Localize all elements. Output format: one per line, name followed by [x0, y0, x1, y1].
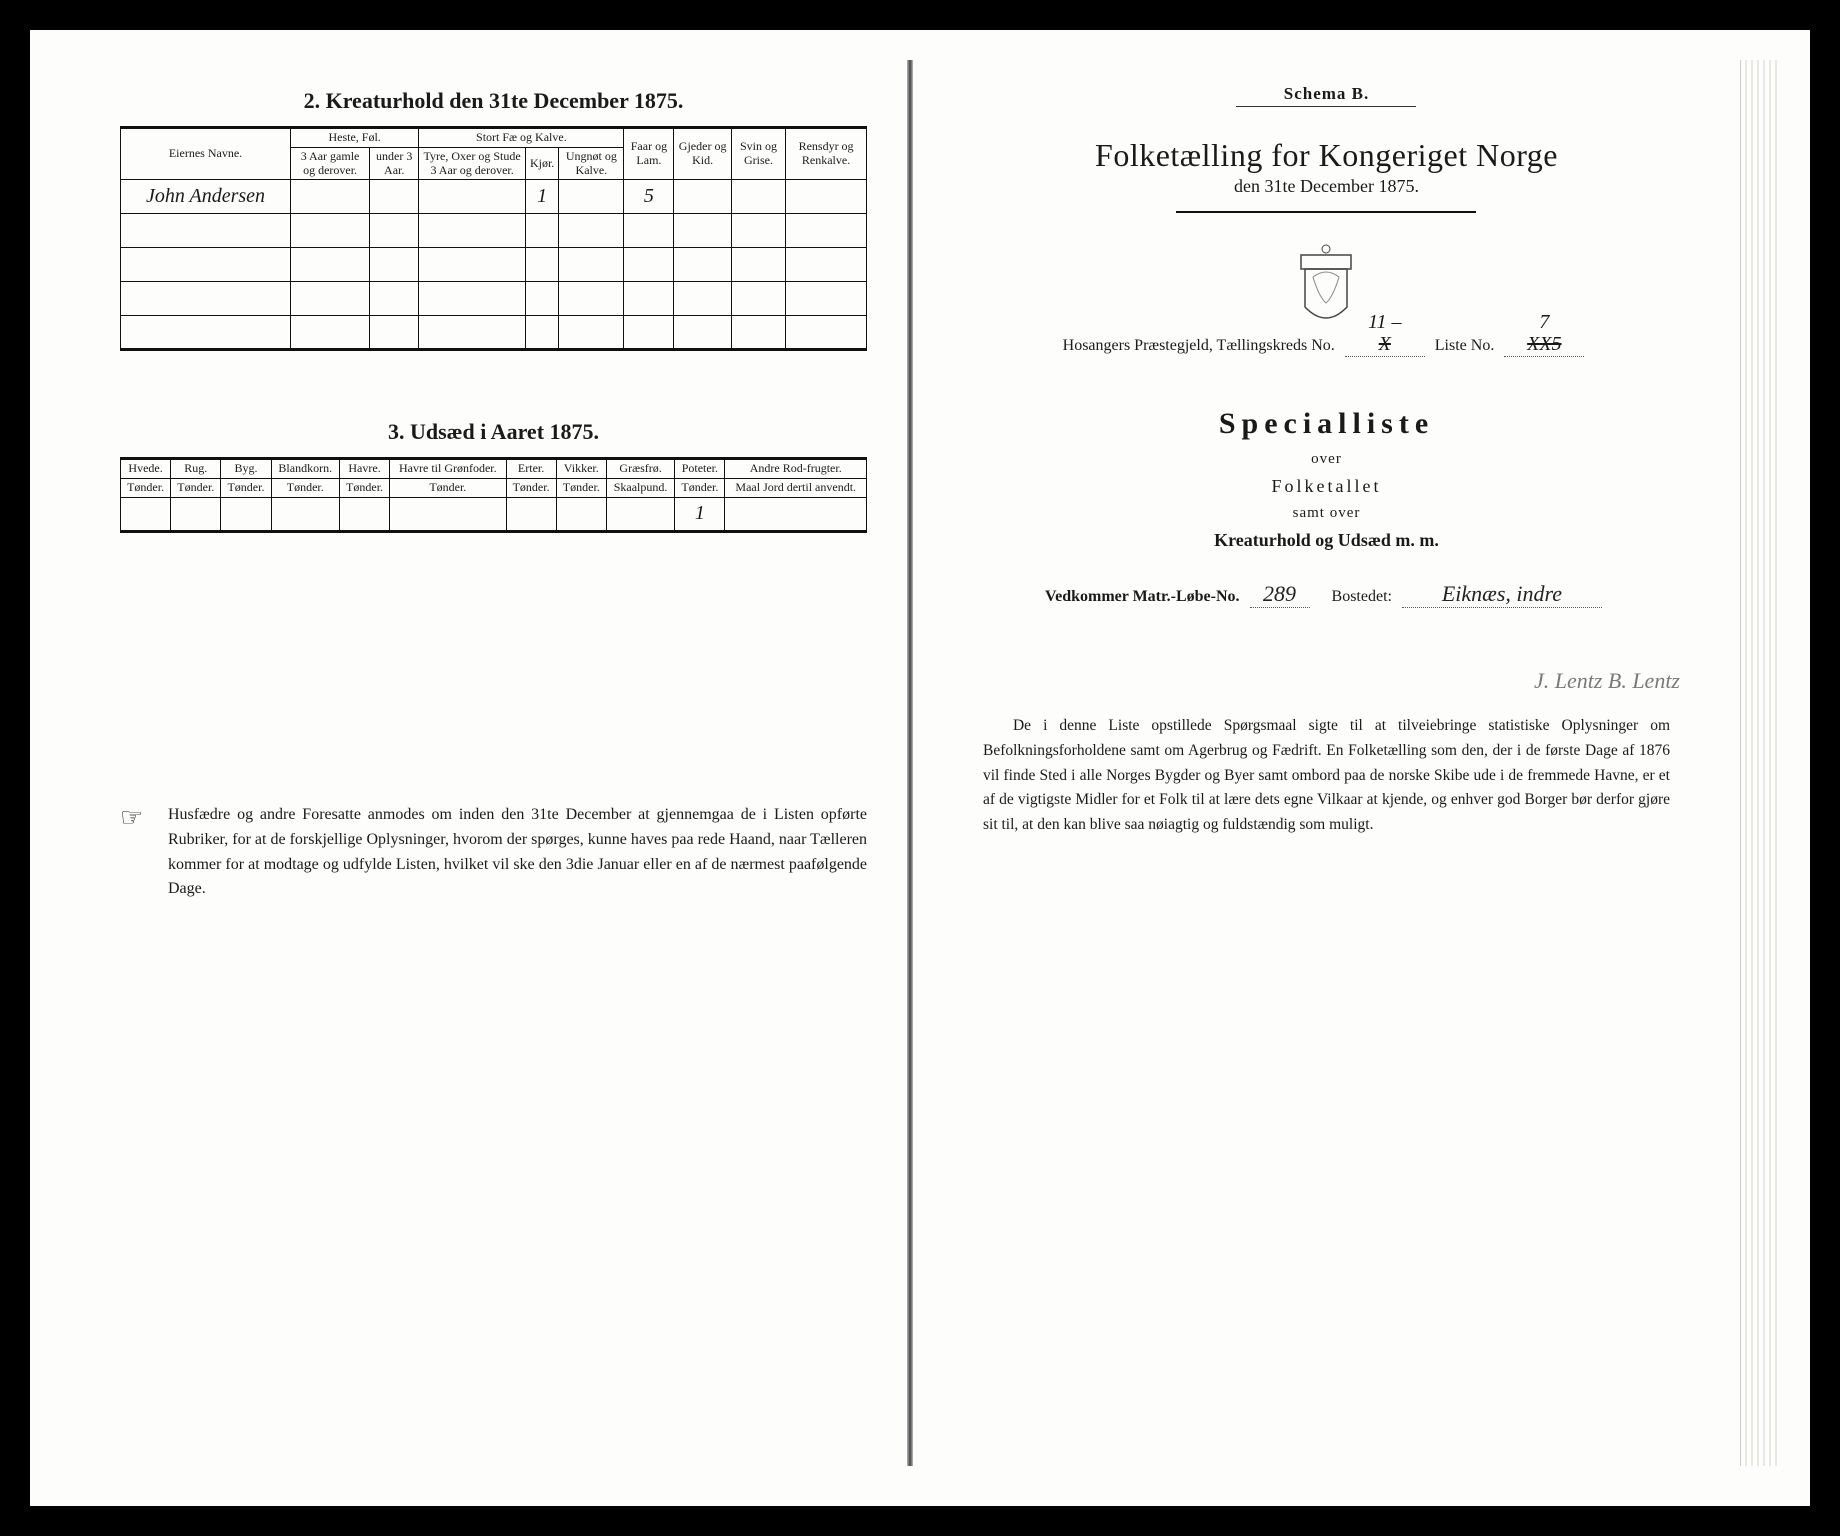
matr-label-a: Vedkommer Matr.-Løbe-No.: [1045, 588, 1240, 605]
specialliste-title: Specialliste: [953, 407, 1700, 441]
col-rug: Rug.: [171, 459, 221, 479]
unit-graes: Skaalpund.: [606, 479, 674, 498]
matr-label-b: Bostedet:: [1332, 588, 1392, 605]
col-erter: Erter.: [506, 459, 556, 479]
col-havre: Havre.: [339, 459, 389, 479]
right-body-note: De i denne Liste opstillede Spørgsmaal s…: [953, 714, 1700, 838]
liste-over: 7: [1504, 311, 1584, 334]
unit: Tønder.: [675, 479, 725, 498]
left-page: 2. Kreaturhold den 31te December 1875. E…: [80, 60, 907, 1466]
left-footnote: ☞ Husfædre og andre Foresatte anmodes om…: [120, 803, 867, 902]
col-faar: Faar og Lam.: [624, 128, 674, 180]
signature: J. Lentz B. Lentz: [953, 668, 1680, 694]
col-graes: Græsfrø.: [606, 459, 674, 479]
unit: Tønder.: [171, 479, 221, 498]
census-subtitle: den 31te December 1875.: [953, 176, 1700, 197]
col-potet: Poteter.: [675, 459, 725, 479]
spec-folketallet: Folketallet: [953, 476, 1700, 497]
col-owner: Eiernes Navne.: [121, 128, 291, 180]
kreds-over: 11 –: [1345, 311, 1425, 334]
col-svin: Svin og Grise.: [731, 128, 785, 180]
col-fae-c: Ungnøt og Kalve.: [559, 147, 624, 180]
table-row: John Andersen 1 5: [121, 180, 867, 214]
section2-title: 2. Kreaturhold den 31te December 1875.: [120, 88, 867, 114]
col-heste-a: 3 Aar gamle og derover.: [291, 147, 370, 180]
unit: Tønder.: [556, 479, 606, 498]
bosted-value: Eiknæs, indre: [1442, 581, 1562, 606]
pointing-hand-icon: ☞: [120, 803, 156, 902]
col-rod: Andre Rod-frugter.: [725, 459, 867, 479]
table-row: [121, 214, 867, 248]
liste-value: XX5: [1527, 333, 1561, 355]
col-rensdyr: Rensdyr og Renkalve.: [786, 128, 867, 180]
col-gjeder: Gjeder og Kid.: [674, 128, 731, 180]
parish-line: Hosangers Præstegjeld, Tællingskreds No.…: [953, 333, 1700, 357]
footnote-text: Husfædre og andre Foresatte anmodes om i…: [168, 803, 867, 902]
title-rule: [1176, 211, 1476, 213]
spec-kreatur: Kreaturhold og Udsæd m. m.: [953, 530, 1700, 551]
unit: Tønder.: [506, 479, 556, 498]
unit: Tønder.: [271, 479, 339, 498]
col-bland: Blandkorn.: [271, 459, 339, 479]
col-fae-b: Kjør.: [525, 147, 558, 180]
table-row: 1: [121, 497, 867, 531]
col-vikker: Vikker.: [556, 459, 606, 479]
val-kjor: 1: [537, 185, 547, 207]
right-page: Schema B. Folketælling for Kongeriget No…: [913, 60, 1740, 1466]
colgrp-heste: Heste, Føl.: [291, 128, 419, 148]
table-row: [121, 316, 867, 350]
unit: Tønder.: [121, 479, 171, 498]
col-hvede: Hvede.: [121, 459, 171, 479]
census-title: Folketælling for Kongeriget Norge: [953, 137, 1700, 174]
spec-samt: samt over: [953, 505, 1700, 522]
col-heste-b: under 3 Aar.: [370, 147, 419, 180]
unit: Tønder.: [221, 479, 271, 498]
matr-line: Vedkommer Matr.-Løbe-No. 289 Bostedet: E…: [953, 581, 1700, 608]
table-row: [121, 282, 867, 316]
unit: Tønder.: [339, 479, 389, 498]
section3-title: 3. Udsæd i Aaret 1875.: [120, 419, 867, 445]
kreds-value: X: [1379, 333, 1391, 355]
val-faar: 5: [644, 185, 654, 207]
matr-value: 289: [1263, 581, 1296, 606]
unit: Tønder.: [390, 479, 506, 498]
table-kreaturhold: Eiernes Navne. Heste, Føl. Stort Fæ og K…: [120, 126, 867, 351]
table-row: [121, 248, 867, 282]
col-fae-a: Tyre, Oxer og Stude 3 Aar og derover.: [419, 147, 526, 180]
schema-label: Schema B.: [1236, 84, 1416, 107]
parish-text-b: Liste No.: [1435, 337, 1495, 354]
parish-text-a: Hosangers Præstegjeld, Tællingskreds No.: [1063, 337, 1335, 354]
owner-name: John Andersen: [146, 185, 265, 207]
page-stack-edge: [1740, 60, 1780, 1466]
spec-over: over: [953, 451, 1700, 468]
unit-rod: Maal Jord dertil anvendt.: [725, 479, 867, 498]
val-poteter: 1: [695, 502, 705, 524]
col-havreg: Havre til Grønfoder.: [390, 459, 506, 479]
book-spread: 2. Kreaturhold den 31te December 1875. E…: [80, 60, 1740, 1466]
col-byg: Byg.: [221, 459, 271, 479]
colgrp-stortfae: Stort Fæ og Kalve.: [419, 128, 624, 148]
table-udsaed: Hvede. Rug. Byg. Blandkorn. Havre. Havre…: [120, 457, 867, 533]
